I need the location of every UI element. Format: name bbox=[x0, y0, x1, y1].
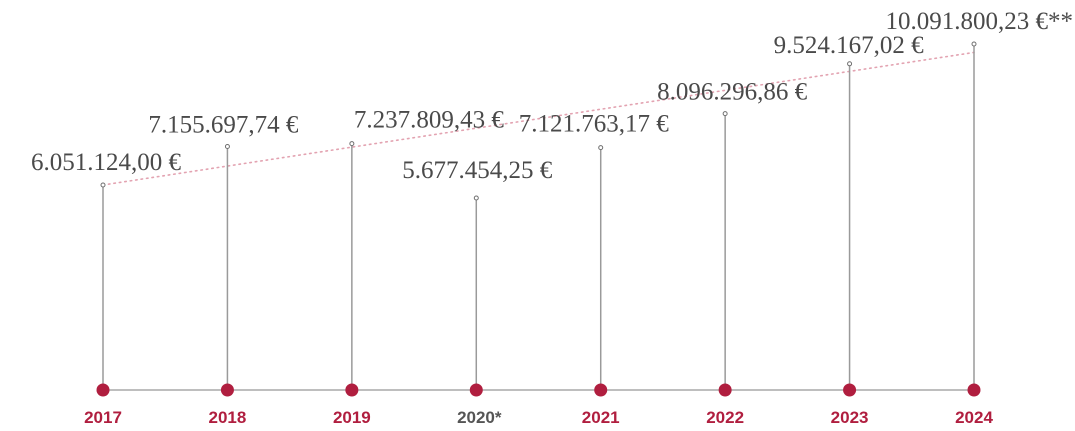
value-label: 7.155.697,74 € bbox=[148, 111, 299, 138]
year-marker-dot bbox=[221, 384, 234, 397]
year-tick-label: 2019 bbox=[333, 408, 371, 427]
value-label: 5.677.454,25 € bbox=[402, 157, 553, 184]
year-tick-label: 2018 bbox=[209, 408, 247, 427]
value-label: 9.524.167,02 € bbox=[774, 32, 925, 59]
year-tick-label: 2020* bbox=[457, 408, 502, 427]
stem-top-marker bbox=[848, 62, 852, 66]
stem-top-marker bbox=[474, 196, 478, 200]
year-marker-dot bbox=[968, 384, 981, 397]
year-marker-dot bbox=[470, 384, 483, 397]
year-tick-label: 2024 bbox=[955, 408, 993, 427]
stem-top-marker bbox=[599, 146, 603, 150]
stem-top-marker bbox=[723, 112, 727, 116]
year-tick-label: 2017 bbox=[84, 408, 122, 427]
year-tick-label: 2022 bbox=[706, 408, 744, 427]
year-marker-dot bbox=[345, 384, 358, 397]
stem-top-marker bbox=[972, 42, 976, 46]
value-label: 7.121.763,17 € bbox=[519, 111, 670, 138]
year-tick-label: 2021 bbox=[582, 408, 620, 427]
year-tick-label: 2023 bbox=[831, 408, 869, 427]
value-label: 7.237.809,43 € bbox=[354, 107, 505, 134]
year-marker-dot bbox=[719, 384, 732, 397]
year-marker-dot bbox=[843, 384, 856, 397]
year-marker-dot bbox=[594, 384, 607, 397]
value-label: 8.096.296,86 € bbox=[657, 79, 808, 106]
value-label: 10.091.800,23 €** bbox=[886, 8, 1074, 35]
stem-top-marker bbox=[225, 144, 229, 148]
value-label: 6.051.124,00 € bbox=[31, 149, 182, 176]
year-marker-dot bbox=[97, 384, 110, 397]
stem-top-marker bbox=[350, 142, 354, 146]
stem-top-marker bbox=[101, 183, 105, 187]
